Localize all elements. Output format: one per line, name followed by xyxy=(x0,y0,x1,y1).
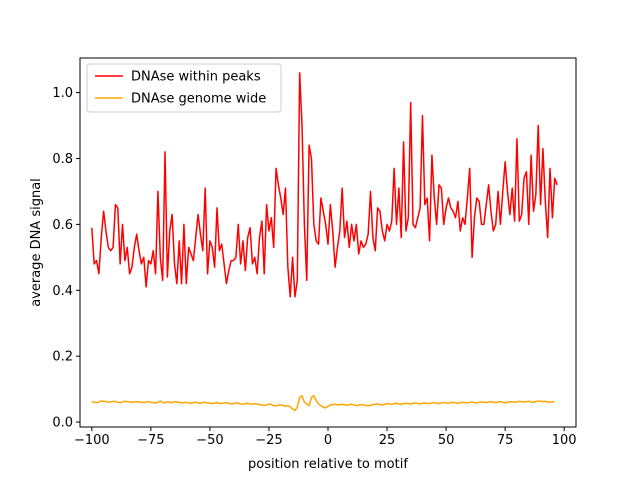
y-tick-label: 0.8 xyxy=(52,152,73,167)
legend-label-within-peaks: DNAse within peaks xyxy=(131,70,261,85)
series-line-genome-wide xyxy=(91,394,555,412)
legend-box xyxy=(86,63,282,113)
y-tick-label: 0.6 xyxy=(52,218,73,233)
y-tick-label: 1.0 xyxy=(52,86,73,101)
y-tick-label: 0.2 xyxy=(52,350,73,365)
x-tick-label: −25 xyxy=(255,433,282,448)
series-layer xyxy=(91,72,558,412)
x-axis-label: position relative to motif xyxy=(248,457,408,472)
x-tick-label: −100 xyxy=(74,433,110,448)
y-tick-label: 0.4 xyxy=(52,284,73,299)
y-tick-label: 0.0 xyxy=(52,416,73,431)
y-axis-label: average DNA signal xyxy=(29,178,44,307)
x-tick-label: 25 xyxy=(379,433,396,448)
x-tick-label: −50 xyxy=(196,433,223,448)
legend-label-genome-wide: DNAse genome wide xyxy=(131,92,266,107)
x-axis: −100 −75 −50 −25 0 25 50 75 100 xyxy=(74,427,577,448)
y-axis: 0.0 0.2 0.4 0.6 0.8 1.0 xyxy=(52,86,80,431)
legend: DNAse within peaks DNAse genome wide xyxy=(86,63,282,113)
x-tick-label: 75 xyxy=(497,433,514,448)
x-tick-label: 50 xyxy=(438,433,455,448)
x-tick-label: 0 xyxy=(324,433,332,448)
x-tick-label: −75 xyxy=(137,433,164,448)
x-tick-label: 100 xyxy=(552,433,577,448)
series-line-within-peaks xyxy=(91,72,558,298)
